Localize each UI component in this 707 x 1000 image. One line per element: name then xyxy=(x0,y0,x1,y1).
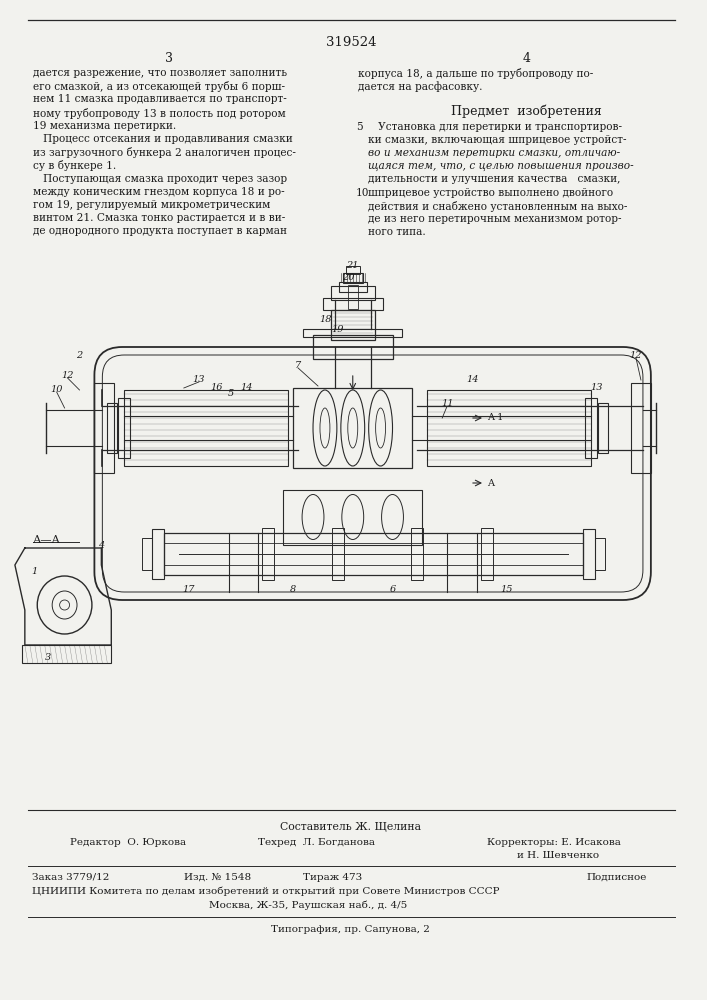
Text: 12: 12 xyxy=(630,352,642,360)
Text: Поступающая смазка проходит через зазор: Поступающая смазка проходит через зазор xyxy=(33,174,287,184)
Bar xyxy=(293,388,412,468)
Text: де однородного продукта поступает в карман: де однородного продукта поступает в карм… xyxy=(33,226,287,236)
Text: 3: 3 xyxy=(45,654,51,662)
Text: ного типа.: ного типа. xyxy=(368,227,426,237)
Bar xyxy=(585,398,597,458)
Bar xyxy=(142,538,152,570)
Bar xyxy=(107,403,117,453)
Bar xyxy=(22,645,111,663)
Text: и Н. Шевченко: и Н. Шевченко xyxy=(517,851,599,860)
Text: Процесс отсекания и продавливания смазки: Процесс отсекания и продавливания смазки xyxy=(33,134,293,144)
Text: 319524: 319524 xyxy=(325,36,376,49)
Text: шприцевое устройство выполнено двойного: шприцевое устройство выполнено двойного xyxy=(368,188,613,198)
Text: 2: 2 xyxy=(76,352,83,360)
Text: 12: 12 xyxy=(62,371,74,380)
Text: Заказ 3779/12: Заказ 3779/12 xyxy=(32,873,109,882)
Text: 10: 10 xyxy=(50,385,63,394)
Text: 20: 20 xyxy=(341,273,354,282)
Bar xyxy=(411,528,423,580)
Text: 19: 19 xyxy=(332,326,344,334)
Text: 21: 21 xyxy=(346,261,359,270)
Bar xyxy=(348,285,358,309)
Bar xyxy=(313,335,392,359)
Text: Москва, Ж-35, Раушская наб., д. 4/5: Москва, Ж-35, Раушская наб., д. 4/5 xyxy=(209,900,407,910)
Text: 13: 13 xyxy=(192,375,205,384)
Bar xyxy=(343,273,363,283)
Text: 6: 6 xyxy=(390,584,396,593)
Text: де из него перетирочным механизмом ротор-: де из него перетирочным механизмом ротор… xyxy=(368,214,621,224)
Text: 4: 4 xyxy=(98,540,105,550)
Bar xyxy=(331,310,375,340)
Text: Редактор  О. Юркова: Редактор О. Юркова xyxy=(69,838,186,847)
Text: А—А: А—А xyxy=(33,535,61,545)
Bar xyxy=(583,529,595,579)
Text: Техред  Л. Богданова: Техред Л. Богданова xyxy=(258,838,375,847)
Text: 4: 4 xyxy=(522,52,531,65)
Text: Подписное: Подписное xyxy=(586,873,647,882)
Bar xyxy=(262,528,274,580)
Bar xyxy=(118,398,130,458)
Text: Изд. № 1548: Изд. № 1548 xyxy=(184,873,251,882)
Text: 7: 7 xyxy=(295,361,301,370)
Text: 5: 5 xyxy=(228,389,234,398)
Text: дается на расфасовку.: дается на расфасовку. xyxy=(358,81,482,92)
Text: дается разрежение, что позволяет заполнить: дается разрежение, что позволяет заполни… xyxy=(33,68,287,78)
Text: гом 19, регулируемый микрометрическим: гом 19, регулируемый микрометрическим xyxy=(33,200,270,210)
Bar xyxy=(598,403,608,453)
Text: ному трубопроводу 13 в полость под ротором: ному трубопроводу 13 в полость под ротор… xyxy=(33,108,286,119)
Text: Тираж 473: Тираж 473 xyxy=(303,873,362,882)
Text: Типография, пр. Сапунова, 2: Типография, пр. Сапунова, 2 xyxy=(271,925,431,934)
Bar xyxy=(595,538,605,570)
Bar xyxy=(631,383,651,473)
Text: 10: 10 xyxy=(356,188,369,198)
Text: 14: 14 xyxy=(240,383,252,392)
Text: 14: 14 xyxy=(467,375,479,384)
Text: ки смазки, включающая шприцевое устройст-: ки смазки, включающая шприцевое устройст… xyxy=(368,135,626,145)
Text: 19 механизма перетирки.: 19 механизма перетирки. xyxy=(33,121,176,131)
Text: во и механизм перетирки смазки, отличаю-: во и механизм перетирки смазки, отличаю- xyxy=(368,148,620,158)
Text: винтом 21. Смазка тонко растирается и в ви-: винтом 21. Смазка тонко растирается и в … xyxy=(33,213,285,223)
Bar xyxy=(124,390,288,466)
Text: 16: 16 xyxy=(211,383,223,392)
Bar xyxy=(481,528,493,580)
Text: 5: 5 xyxy=(356,122,363,132)
Bar xyxy=(303,329,402,337)
Text: его смазкой, а из отсекающей трубы 6 порш-: его смазкой, а из отсекающей трубы 6 пор… xyxy=(33,81,285,92)
Text: 18: 18 xyxy=(320,316,332,324)
Text: A 1: A 1 xyxy=(487,414,503,422)
Bar xyxy=(164,533,583,575)
Text: действия и снабжено установленным на выхо-: действия и снабжено установленным на вых… xyxy=(368,201,627,212)
Text: щаяся тем, что, с целью повышения произво-: щаяся тем, что, с целью повышения произв… xyxy=(368,161,633,171)
Bar xyxy=(427,390,591,466)
Bar xyxy=(346,266,360,274)
Text: из загрузочного бункера 2 аналогичен процес-: из загрузочного бункера 2 аналогичен про… xyxy=(33,147,296,158)
Text: 8: 8 xyxy=(290,584,296,593)
Bar xyxy=(331,286,375,300)
Bar xyxy=(95,383,115,473)
Text: между коническим гнездом корпуса 18 и ро-: между коническим гнездом корпуса 18 и ро… xyxy=(33,187,284,197)
Text: 11: 11 xyxy=(441,398,453,408)
Text: A: A xyxy=(487,479,494,488)
Text: 3: 3 xyxy=(165,52,173,65)
Text: корпуса 18, а дальше по трубопроводу по-: корпуса 18, а дальше по трубопроводу по- xyxy=(358,68,593,79)
Text: Предмет  изобретения: Предмет изобретения xyxy=(451,104,602,118)
Text: 13: 13 xyxy=(590,383,602,392)
Text: Составитель Ж. Щелина: Составитель Ж. Щелина xyxy=(280,822,421,832)
Text: Корректоры: Е. Исакова: Корректоры: Е. Исакова xyxy=(487,838,621,847)
Bar xyxy=(284,490,422,545)
Bar xyxy=(339,282,367,292)
Bar xyxy=(152,529,164,579)
Text: нем 11 смазка продавливается по транспорт-: нем 11 смазка продавливается по транспор… xyxy=(33,94,286,104)
Text: ЦНИИПИ Комитета по делам изобретений и открытий при Совете Министров СССР: ЦНИИПИ Комитета по делам изобретений и о… xyxy=(32,887,499,896)
Bar xyxy=(332,528,344,580)
Text: Установка для перетирки и транспортиров-: Установка для перетирки и транспортиров- xyxy=(368,122,621,132)
Text: 17: 17 xyxy=(182,584,195,593)
Text: 1: 1 xyxy=(32,568,38,576)
Text: 15: 15 xyxy=(501,584,513,593)
Text: су в бункере 1.: су в бункере 1. xyxy=(33,160,116,171)
Bar xyxy=(323,298,382,310)
Text: дительности и улучшения качества   смазки,: дительности и улучшения качества смазки, xyxy=(368,174,620,184)
